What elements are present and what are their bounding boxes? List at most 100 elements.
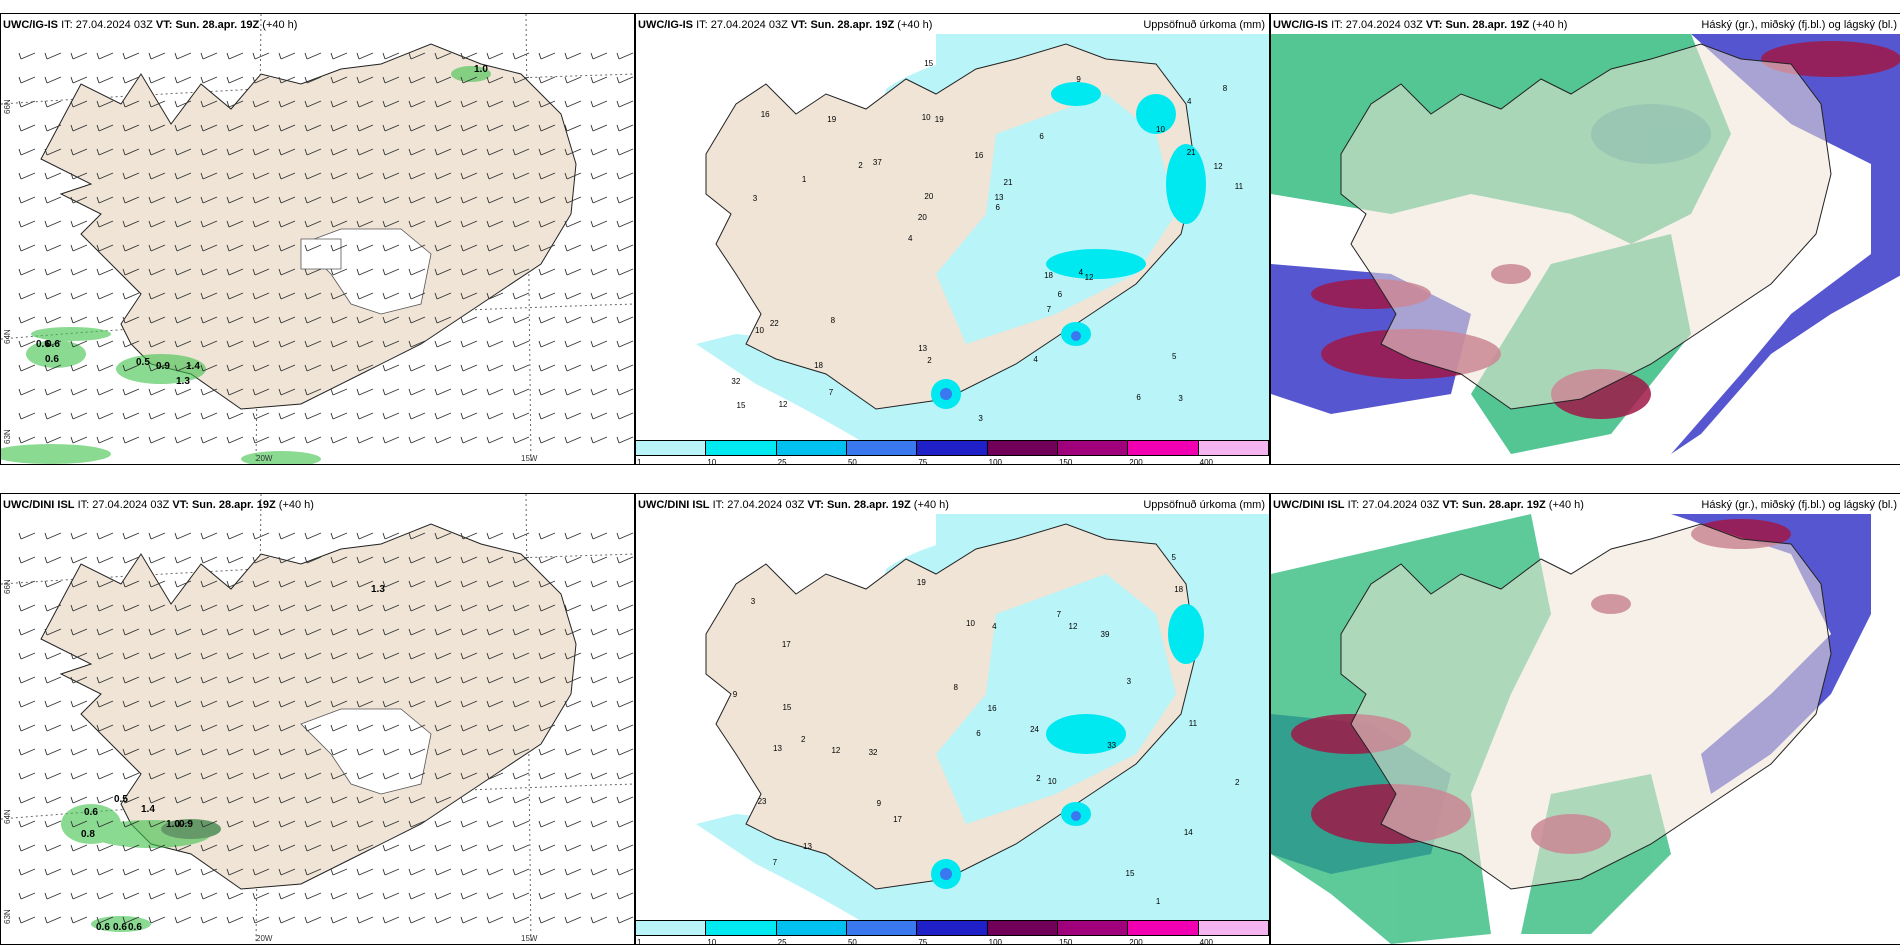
wind-barb xyxy=(252,292,270,300)
precip-value: 15 xyxy=(736,401,746,411)
wind-barb xyxy=(356,196,374,204)
wind-barb xyxy=(226,724,244,732)
wind-barb xyxy=(616,604,634,612)
wind-barb xyxy=(408,148,426,156)
wind-barb xyxy=(278,724,296,732)
precip-value: 10 xyxy=(921,113,931,123)
panel-subtitle: Háský (gr.), miðský (fj.bl.) og lágský (… xyxy=(1701,499,1897,511)
colorbar: 1 10 25 50 75 100 150 200 400 xyxy=(636,920,1269,944)
wind-barb xyxy=(616,316,634,324)
precip-value: 6 xyxy=(1057,290,1063,300)
wind-barb xyxy=(148,52,166,60)
wind-barb xyxy=(408,868,426,876)
wind-barb xyxy=(96,676,114,684)
wind-barb xyxy=(616,172,634,180)
panel-clouds-dini: UWC/DINI ISL IT: 27.04.2024 03Z VT: Sun.… xyxy=(1270,493,1900,945)
wind-barb xyxy=(304,412,322,420)
wind-barb xyxy=(356,796,374,804)
wind-barb xyxy=(382,892,400,900)
wind-barb xyxy=(460,796,478,804)
wind-barb xyxy=(96,148,114,156)
wind-barb xyxy=(304,868,322,876)
wind-barb xyxy=(278,820,296,828)
wind-barb xyxy=(408,388,426,396)
wind-barb xyxy=(122,676,140,684)
wind-barb xyxy=(278,628,296,636)
wind-barb xyxy=(356,820,374,828)
wind-barb xyxy=(616,676,634,684)
colorbar-label: 400 xyxy=(1199,938,1213,945)
wind-barb xyxy=(408,316,426,324)
wind-barb xyxy=(122,916,140,924)
wind-barb xyxy=(408,364,426,372)
wind-barb xyxy=(252,700,270,708)
wind-barb xyxy=(122,196,140,204)
wind-barb xyxy=(486,604,504,612)
wind-barb xyxy=(616,748,634,756)
wind-barb xyxy=(96,580,114,588)
wind-barb xyxy=(148,124,166,132)
wind-barb xyxy=(148,340,166,348)
wind-barb xyxy=(590,364,608,372)
wind-barb xyxy=(486,532,504,540)
wind-barb xyxy=(174,844,192,852)
wind-barb xyxy=(564,100,582,108)
wind-barb xyxy=(590,100,608,108)
wind-barb xyxy=(96,364,114,372)
wind-barb xyxy=(96,868,114,876)
wind-barb xyxy=(330,244,348,252)
wind-barb xyxy=(434,220,452,228)
wind-barb xyxy=(616,244,634,252)
precip-value: 4 xyxy=(1186,96,1192,106)
wind-barb xyxy=(200,532,218,540)
wind-barb xyxy=(486,892,504,900)
wind-barb xyxy=(122,532,140,540)
precip-value: 9 xyxy=(1076,75,1081,85)
wind-barb xyxy=(18,628,36,636)
wind-barb xyxy=(148,772,166,780)
colorbar-label: 50 xyxy=(847,938,857,945)
wind-barb xyxy=(44,748,62,756)
wind-barb xyxy=(460,316,478,324)
wind-barb xyxy=(200,604,218,612)
wind-barb xyxy=(434,532,452,540)
wind-barb xyxy=(460,868,478,876)
wind-barb xyxy=(18,52,36,60)
wind-barb xyxy=(382,724,400,732)
wind-barb xyxy=(252,244,270,252)
wind-barb xyxy=(200,556,218,564)
wind-barb xyxy=(564,244,582,252)
wind-barb xyxy=(226,268,244,276)
wind-barb xyxy=(616,124,634,132)
wind-barb xyxy=(616,412,634,420)
wind-barb xyxy=(512,268,530,276)
wind-barb xyxy=(434,724,452,732)
panel-precip-igis: UWC/IG-IS IT: 27.04.2024 03Z VT: Sun. 28… xyxy=(635,13,1270,465)
wind-barb xyxy=(70,172,88,180)
wind-barb xyxy=(538,724,556,732)
wind-barb xyxy=(590,220,608,228)
wind-barb xyxy=(278,268,296,276)
wind-barb xyxy=(174,340,192,348)
wind-barb xyxy=(486,76,504,84)
wind-barb xyxy=(278,148,296,156)
wind-barb xyxy=(590,388,608,396)
wind-barb xyxy=(590,652,608,660)
wind-barb xyxy=(590,76,608,84)
wind-barb xyxy=(486,868,504,876)
precip-value: 10 xyxy=(1047,776,1057,786)
wind-barb xyxy=(18,364,36,372)
wind-barb xyxy=(590,268,608,276)
wind-barb xyxy=(538,292,556,300)
wind-barb xyxy=(590,892,608,900)
wind-barb xyxy=(512,388,530,396)
wind-barb xyxy=(96,700,114,708)
wind-barb xyxy=(512,892,530,900)
lon-label: 15W xyxy=(521,934,538,943)
wind-barb xyxy=(304,916,322,924)
wind-barb xyxy=(330,100,348,108)
wind-barb xyxy=(304,388,322,396)
wind-barb xyxy=(174,556,192,564)
precip-value: 16 xyxy=(974,150,984,160)
wind-barb xyxy=(18,676,36,684)
